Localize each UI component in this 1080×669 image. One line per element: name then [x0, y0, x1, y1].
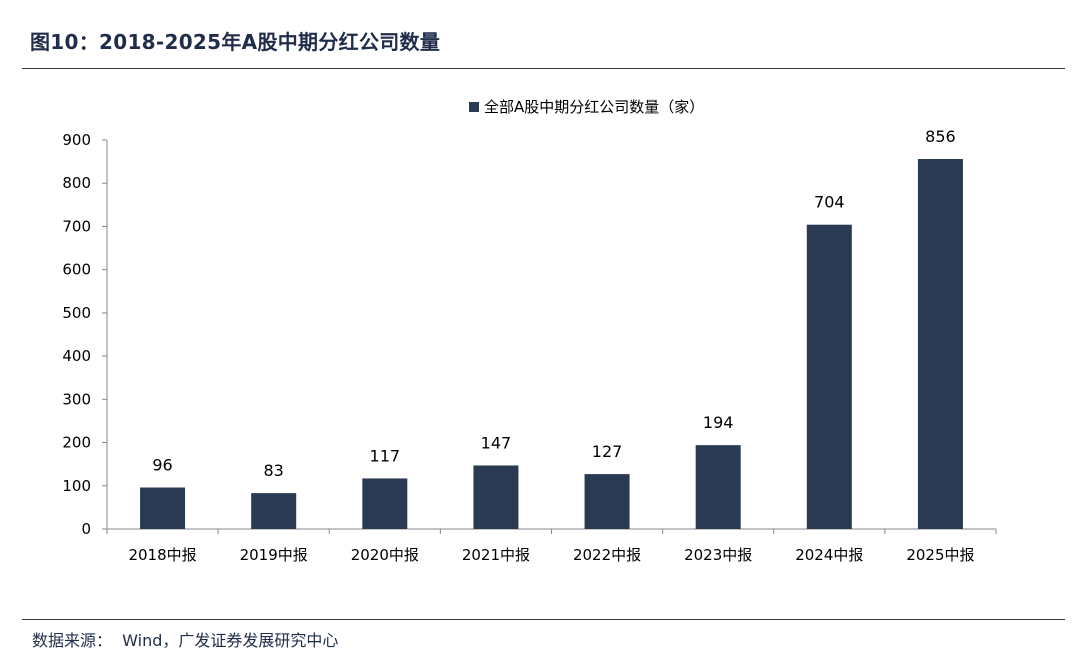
x-tick-label: 2019中报: [240, 546, 308, 564]
legend-label: 全部A股中期分红公司数量（家）: [484, 98, 704, 116]
bar-value-label: 83: [264, 461, 284, 480]
bar: [584, 474, 630, 529]
x-tick-label: 2023中报: [684, 546, 752, 564]
bar-value-label: 704: [814, 193, 845, 212]
bar: [917, 159, 963, 530]
y-tick-label: 900: [62, 131, 91, 149]
bar: [251, 493, 297, 529]
chart-legend: 全部A股中期分红公司数量（家）: [469, 98, 704, 116]
bar: [473, 465, 519, 529]
x-tick-label: 2021中报: [462, 546, 530, 564]
x-tick-label: 2018中报: [128, 546, 196, 564]
y-tick-label: 500: [62, 304, 91, 322]
y-tick-label: 100: [62, 477, 91, 495]
y-axis: 0 100 200 300 400 500 600 700 800 900: [62, 131, 108, 538]
y-tick-label: 700: [62, 217, 91, 235]
bar-value-label: 856: [925, 127, 956, 146]
figure-title: 图10：2018-2025年A股中期分红公司数量: [30, 30, 441, 54]
bar: [362, 478, 408, 529]
y-tick-label: 300: [62, 390, 91, 408]
bar: [140, 487, 186, 529]
source-divider: [22, 619, 1065, 620]
y-tick-label: 800: [62, 174, 91, 192]
bar: [695, 445, 741, 529]
y-tick-label: 200: [62, 434, 91, 452]
x-tick-label: 2020中报: [351, 546, 419, 564]
bar-value-label: 147: [481, 433, 512, 452]
title-divider: [22, 68, 1065, 69]
legend-swatch: [469, 102, 479, 112]
bar-value-label: 127: [592, 442, 623, 461]
source-note: 数据来源： Wind，广发证券发展研究中心: [32, 631, 339, 650]
y-tick-label: 0: [81, 520, 91, 538]
x-axis: 2018中报 2019中报 2020中报 2021中报 2022中报 2023中报 2024…: [106, 528, 997, 564]
y-tick-label: 600: [62, 261, 91, 279]
x-tick-label: 2022中报: [573, 546, 641, 564]
x-tick-label: 2024中报: [795, 546, 863, 564]
y-tick-label: 400: [62, 347, 91, 365]
x-tick-label: 2025中报: [906, 546, 974, 564]
bar-value-label: 117: [370, 446, 401, 465]
bar: [806, 224, 852, 529]
value-labels-group: 96 83 117 147 127 194 704 856: [152, 127, 955, 480]
bars-group: [140, 159, 963, 530]
bar-value-label: 96: [152, 456, 172, 475]
bar-value-label: 194: [703, 413, 734, 432]
